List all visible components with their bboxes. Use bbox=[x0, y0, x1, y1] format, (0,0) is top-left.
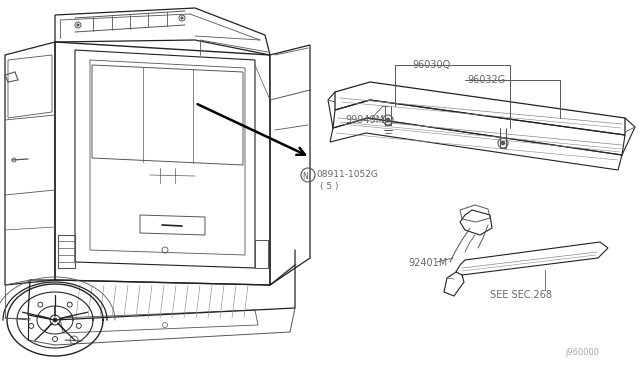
Ellipse shape bbox=[501, 141, 505, 145]
Text: 08911-1052G: 08911-1052G bbox=[316, 170, 378, 179]
Text: 92401M: 92401M bbox=[408, 258, 447, 268]
Text: 99949M: 99949M bbox=[345, 115, 384, 125]
Ellipse shape bbox=[181, 17, 183, 19]
Text: SEE SEC.268: SEE SEC.268 bbox=[490, 290, 552, 300]
Ellipse shape bbox=[53, 318, 57, 322]
Text: 96030Q: 96030Q bbox=[412, 60, 451, 70]
Ellipse shape bbox=[77, 24, 79, 26]
Text: N: N bbox=[302, 172, 308, 181]
Ellipse shape bbox=[386, 118, 390, 122]
Text: 96032G: 96032G bbox=[467, 75, 505, 85]
Text: j960000: j960000 bbox=[565, 348, 599, 357]
Text: ( 5 ): ( 5 ) bbox=[320, 182, 339, 191]
